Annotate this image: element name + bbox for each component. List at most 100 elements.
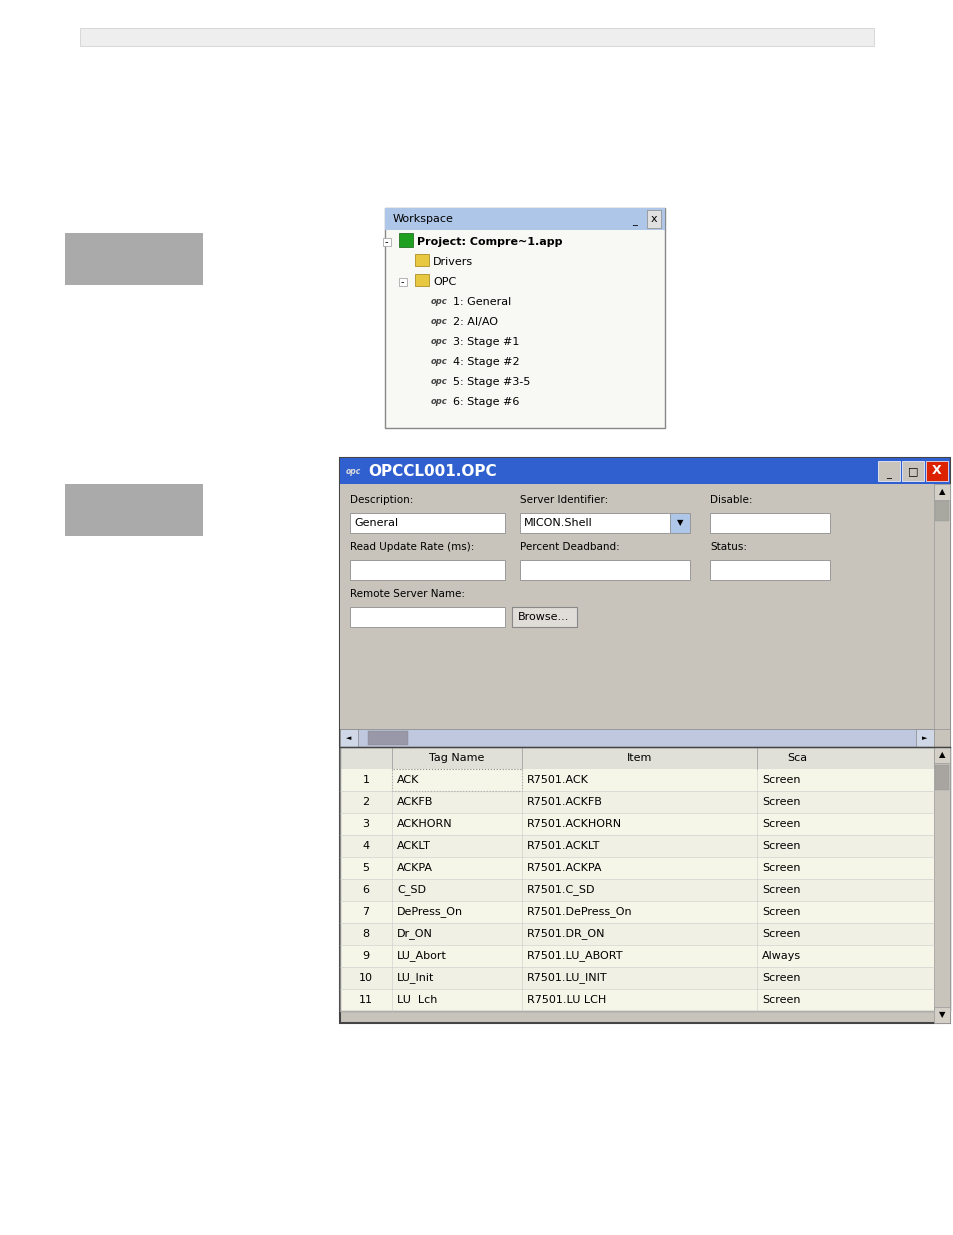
Text: OPC: OPC	[433, 277, 456, 287]
Text: 10: 10	[358, 973, 373, 983]
Bar	[339, 790, 933, 813]
Bar	[901, 461, 923, 480]
Bar	[709, 513, 829, 534]
Text: -: -	[400, 277, 403, 287]
Text: Description:: Description:	[350, 495, 413, 505]
Text: ▲: ▲	[938, 751, 944, 760]
Text: Screen: Screen	[761, 863, 800, 873]
Text: ACKFB: ACKFB	[396, 797, 433, 806]
Bar	[339, 458, 949, 1023]
Bar	[933, 747, 949, 1011]
Text: General: General	[354, 517, 397, 529]
Text: 5: Stage #3-5: 5: Stage #3-5	[453, 377, 530, 387]
Text: Status:: Status:	[709, 542, 746, 552]
Bar	[339, 458, 949, 484]
Text: 1: 1	[362, 776, 369, 785]
Text: opc: opc	[431, 357, 447, 367]
Text: 9: 9	[362, 951, 369, 961]
Text: 2: AI/AO: 2: AI/AO	[453, 317, 497, 327]
Bar	[350, 606, 504, 627]
Text: MICON.Shell: MICON.Shell	[523, 517, 592, 529]
Text: ◄: ◄	[346, 735, 352, 741]
Text: Screen: Screen	[761, 929, 800, 939]
Bar	[415, 254, 429, 266]
Bar	[646, 210, 660, 228]
Text: Tag Name: Tag Name	[429, 753, 484, 763]
Text: 5: 5	[362, 863, 369, 873]
Bar	[339, 747, 949, 1011]
Bar	[933, 484, 949, 729]
Bar	[339, 945, 933, 967]
Text: 7: 7	[362, 906, 369, 918]
Bar	[933, 729, 949, 747]
Text: Workspace: Workspace	[393, 214, 454, 224]
Bar	[339, 902, 933, 923]
Text: R7501.DR_ON: R7501.DR_ON	[526, 929, 605, 940]
Text: _: _	[632, 216, 637, 226]
Bar	[339, 747, 949, 1011]
Text: LU_Abort: LU_Abort	[396, 951, 446, 962]
Text: Screen: Screen	[761, 776, 800, 785]
Bar	[368, 731, 408, 745]
Bar	[339, 484, 933, 729]
Text: Screen: Screen	[761, 797, 800, 806]
Text: R7501.LU_INIT: R7501.LU_INIT	[526, 972, 607, 983]
Bar	[392, 769, 521, 790]
Text: Screen: Screen	[761, 973, 800, 983]
Text: Screen: Screen	[761, 841, 800, 851]
Text: Item: Item	[626, 753, 652, 763]
Text: DePress_On: DePress_On	[396, 906, 462, 918]
Bar	[415, 274, 429, 287]
Text: ▲: ▲	[938, 488, 944, 496]
Text: Sca: Sca	[786, 753, 806, 763]
Text: Always: Always	[761, 951, 801, 961]
Text: ▼: ▼	[938, 1010, 944, 1020]
Bar	[65, 233, 203, 285]
Text: 6: Stage #6: 6: Stage #6	[453, 396, 518, 408]
Text: □: □	[907, 466, 918, 475]
Text: opc: opc	[346, 467, 361, 475]
Bar	[339, 729, 357, 747]
Bar	[669, 513, 689, 534]
Text: Read Update Rate (ms):: Read Update Rate (ms):	[350, 542, 474, 552]
Text: Project: Compre~1.app: Project: Compre~1.app	[416, 237, 562, 247]
Bar	[339, 729, 933, 747]
Bar	[877, 461, 899, 480]
Bar	[339, 923, 933, 945]
Text: opc: opc	[431, 378, 447, 387]
Text: ACK: ACK	[396, 776, 419, 785]
Text: Remote Server Name:: Remote Server Name:	[350, 589, 464, 599]
Bar	[339, 857, 933, 879]
Bar	[933, 484, 949, 500]
Bar	[512, 606, 577, 627]
Text: X: X	[931, 464, 941, 478]
Text: LU_Init: LU_Init	[396, 972, 434, 983]
Text: Screen: Screen	[761, 995, 800, 1005]
Text: x: x	[650, 214, 657, 224]
Text: 2: 2	[362, 797, 369, 806]
Bar	[925, 461, 947, 480]
Text: 4: 4	[362, 841, 369, 851]
Text: ACKLT: ACKLT	[396, 841, 431, 851]
Text: Browse...: Browse...	[517, 613, 569, 622]
Text: 3: 3	[362, 819, 369, 829]
Text: Disable:: Disable:	[709, 495, 752, 505]
Text: Percent Deadband:: Percent Deadband:	[519, 542, 619, 552]
Text: 6: 6	[362, 885, 369, 895]
Text: R7501.LU_ABORT: R7501.LU_ABORT	[526, 951, 623, 962]
Bar	[339, 835, 933, 857]
Bar	[709, 559, 829, 580]
Text: R7501.ACKPA: R7501.ACKPA	[526, 863, 602, 873]
Text: OPCCL001.OPC: OPCCL001.OPC	[368, 463, 497, 478]
Text: Server Identifier:: Server Identifier:	[519, 495, 608, 505]
Text: -: -	[384, 237, 387, 247]
Text: Screen: Screen	[761, 885, 800, 895]
Bar	[65, 484, 203, 536]
Text: LU  Lch: LU Lch	[396, 995, 436, 1005]
Text: opc: opc	[431, 317, 447, 326]
Text: R7501.ACKLT: R7501.ACKLT	[526, 841, 599, 851]
Bar	[398, 278, 407, 287]
Text: ACKHORN: ACKHORN	[396, 819, 452, 829]
Text: Dr_ON: Dr_ON	[396, 929, 433, 940]
Bar	[385, 207, 664, 230]
